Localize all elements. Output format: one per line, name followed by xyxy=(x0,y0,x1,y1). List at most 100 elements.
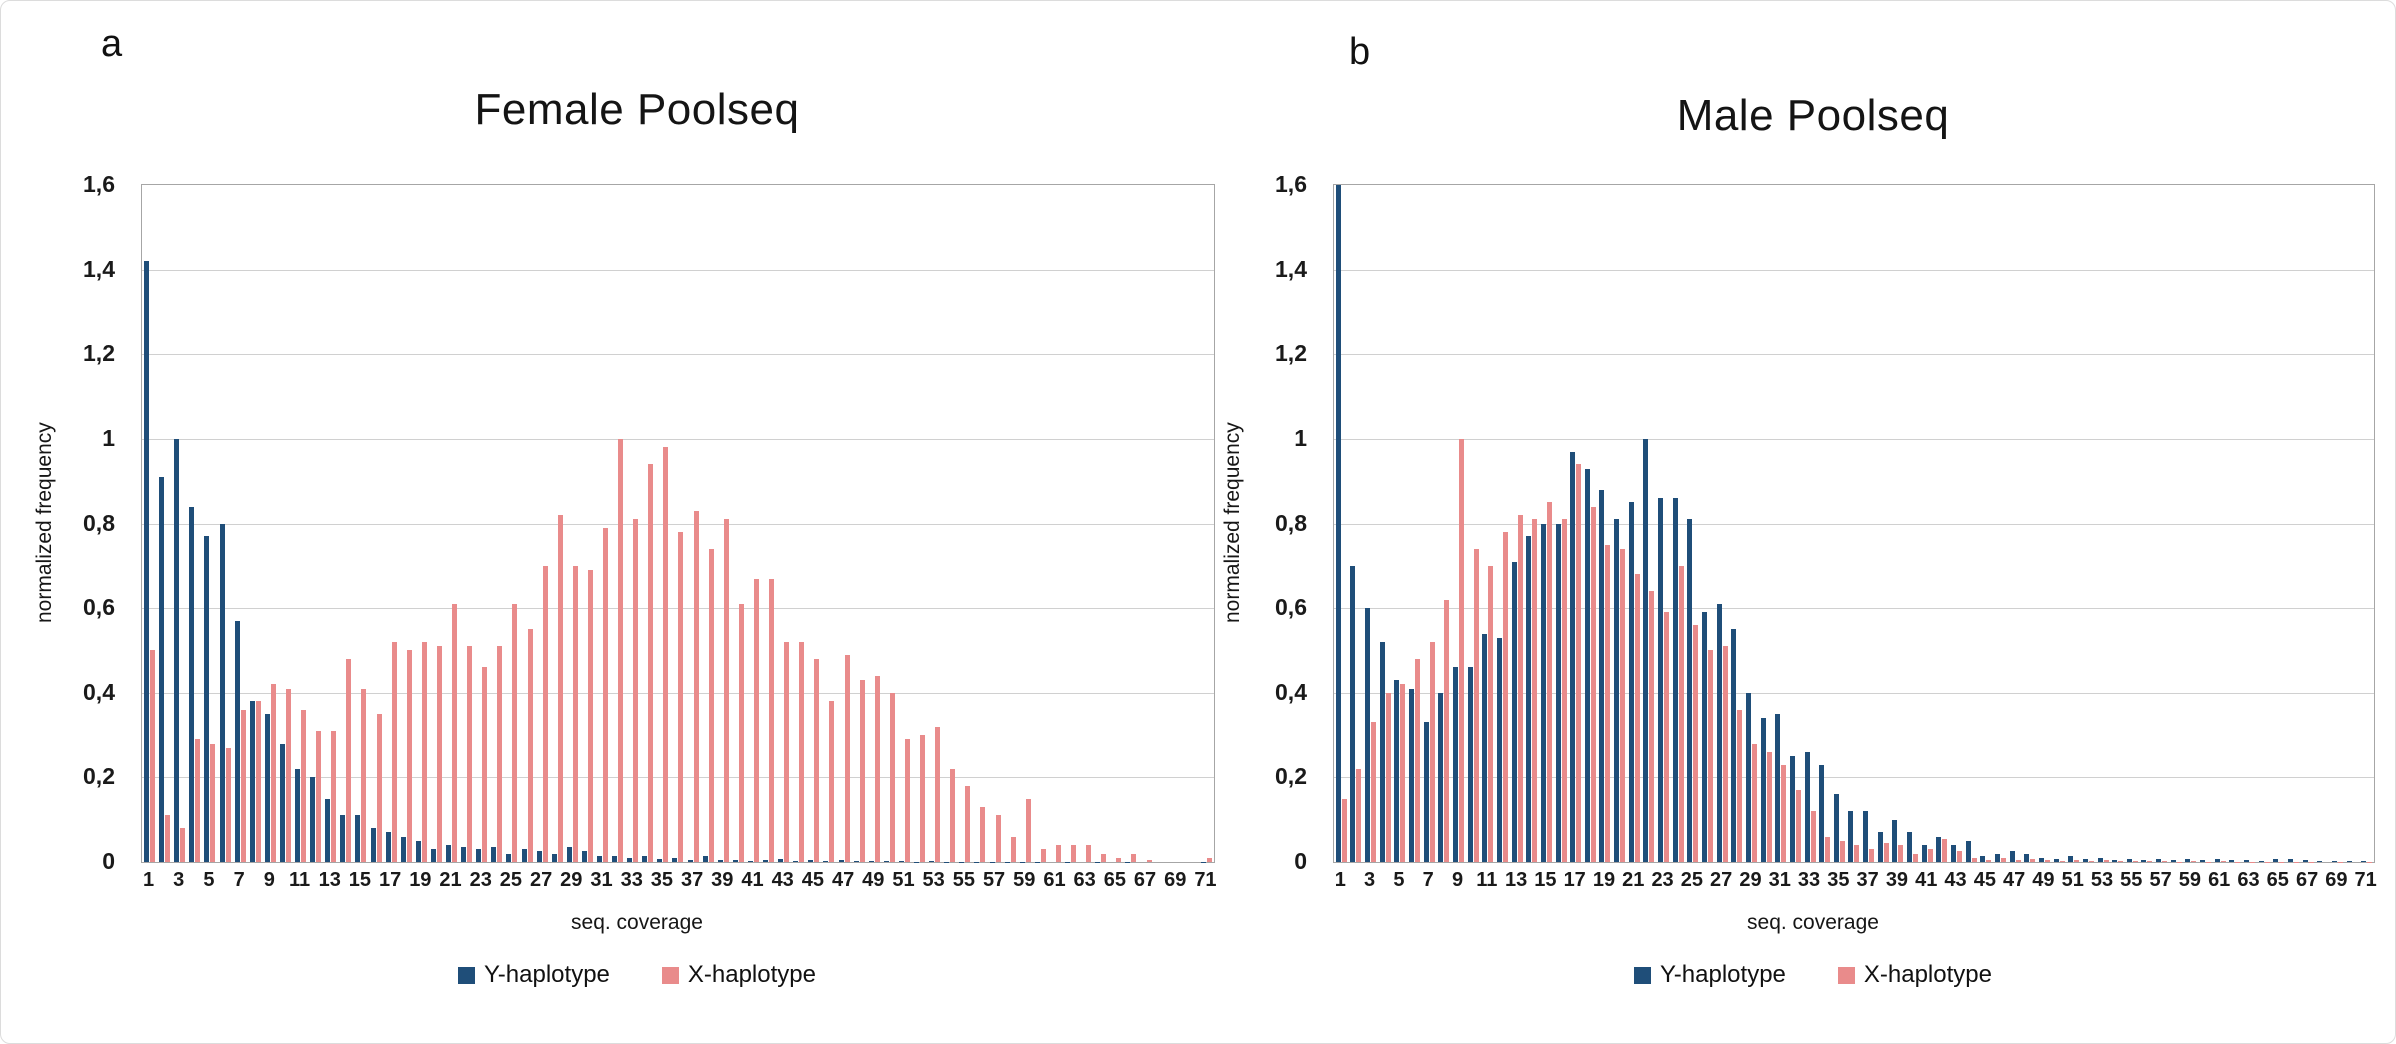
bar-y-haplotype-cov21 xyxy=(446,845,452,862)
bar-x-haplotype-cov18 xyxy=(1590,506,1596,862)
bar-group-2 xyxy=(157,185,172,862)
bar-group-43 xyxy=(1949,185,1964,862)
bar-group-40 xyxy=(1905,185,1920,862)
bar-y-haplotype-cov42 xyxy=(763,859,769,862)
bar-group-24 xyxy=(1671,185,1686,862)
bar-y-haplotype-cov33 xyxy=(627,857,633,862)
x-tick-label: 37 xyxy=(1856,869,1879,891)
bar-group-64 xyxy=(1093,185,1108,862)
x-tick-label: 61 xyxy=(1043,869,1066,891)
x-tick-label: 13 xyxy=(318,869,341,891)
x-tick-label: 11 xyxy=(1476,869,1498,891)
bar-group-47 xyxy=(2008,185,2023,862)
bar-y-haplotype-cov59 xyxy=(2185,859,2191,862)
bar-y-haplotype-cov21 xyxy=(1628,502,1634,862)
bar-y-haplotype-cov18 xyxy=(1584,468,1590,862)
bar-x-haplotype-cov3 xyxy=(1371,722,1377,862)
bar-group-46 xyxy=(821,185,836,862)
x-tick-label: 45 xyxy=(1973,869,1996,891)
bar-x-haplotype-cov3 xyxy=(180,828,186,862)
bar-y-haplotype-cov7 xyxy=(1423,722,1429,862)
bar-group-49 xyxy=(2037,185,2052,862)
bar-x-haplotype-cov19 xyxy=(1605,544,1611,862)
y-tick-label: 0,6 xyxy=(1275,594,1307,621)
x-tick-label: 51 xyxy=(2061,869,2084,891)
bar-group-55 xyxy=(957,185,972,862)
bar-y-haplotype-cov42 xyxy=(1936,836,1942,862)
gridline xyxy=(142,523,1214,525)
y-tick-label: 0,2 xyxy=(1275,763,1307,790)
legend: Y-haplotype X-haplotype xyxy=(61,961,1213,989)
bar-x-haplotype-cov33 xyxy=(633,519,639,862)
bar-series xyxy=(142,185,1214,862)
bar-x-haplotype-cov62 xyxy=(1071,845,1077,862)
bar-x-haplotype-cov23 xyxy=(1664,612,1670,862)
bar-x-haplotype-cov5 xyxy=(210,743,216,862)
x-axis-title: seq. coverage xyxy=(1747,911,1879,934)
bar-group-67 xyxy=(2301,185,2316,862)
x-tick-label: 7 xyxy=(233,869,245,891)
bar-group-5 xyxy=(1393,185,1408,862)
bar-group-61 xyxy=(1048,185,1063,862)
x-tick-label: 15 xyxy=(348,869,372,891)
bar-group-41 xyxy=(746,185,761,862)
x-tick-label: 7 xyxy=(1422,869,1434,891)
bar-x-haplotype-cov43 xyxy=(1957,851,1963,862)
bar-x-haplotype-cov12 xyxy=(1502,531,1508,862)
bar-x-haplotype-cov32 xyxy=(618,438,624,862)
y-tick-label: 1 xyxy=(1294,424,1307,451)
bar-x-haplotype-cov4 xyxy=(1385,692,1391,862)
bar-x-haplotype-cov1 xyxy=(1341,798,1347,862)
gridline xyxy=(142,269,1214,271)
legend-label-x-haplotype: X-haplotype xyxy=(687,961,816,988)
bar-x-haplotype-cov7 xyxy=(1429,641,1435,862)
bar-y-haplotype-cov10 xyxy=(279,743,285,862)
x-tick-label: 11 xyxy=(288,869,311,891)
bar-group-62 xyxy=(1063,185,1078,862)
x-tick-label: 25 xyxy=(1680,869,1703,891)
x-tick-label: 41 xyxy=(741,869,764,891)
bar-y-haplotype-cov30 xyxy=(581,851,587,862)
x-tick-label: 53 xyxy=(2090,869,2114,891)
x-tick-label: 33 xyxy=(1797,869,1821,891)
bar-x-haplotype-cov67 xyxy=(1146,859,1152,862)
bar-group-64 xyxy=(2257,185,2272,862)
bar-y-haplotype-cov49 xyxy=(868,861,874,862)
bar-group-51 xyxy=(897,185,912,862)
bar-x-haplotype-cov21 xyxy=(452,603,458,862)
bar-y-haplotype-cov3 xyxy=(1365,608,1371,862)
bar-group-19 xyxy=(414,185,429,862)
bar-group-59 xyxy=(2184,185,2199,862)
bar-group-16 xyxy=(368,185,383,862)
y-tick-label: 1 xyxy=(102,424,115,451)
bar-x-haplotype-cov61 xyxy=(1055,845,1061,862)
bar-x-haplotype-cov34 xyxy=(1825,836,1831,862)
bar-series xyxy=(1334,185,2374,862)
bar-y-haplotype-cov55 xyxy=(2126,858,2132,862)
bar-x-haplotype-cov6 xyxy=(225,747,231,862)
bar-y-haplotype-cov14 xyxy=(1526,536,1532,862)
bar-y-haplotype-cov50 xyxy=(2053,858,2059,862)
y-tick-label: 1,6 xyxy=(83,171,115,197)
bar-x-haplotype-cov61 xyxy=(2220,861,2226,862)
bar-y-haplotype-cov37 xyxy=(1863,811,1869,862)
bar-y-haplotype-cov13 xyxy=(1511,561,1517,862)
bar-group-27 xyxy=(1715,185,1730,862)
y-tick-label: 0 xyxy=(102,848,115,874)
bar-group-2 xyxy=(1349,185,1364,862)
bar-group-37 xyxy=(686,185,701,862)
bar-x-haplotype-cov2 xyxy=(1356,768,1362,862)
bar-group-41 xyxy=(1920,185,1935,862)
x-tick-label: 9 xyxy=(263,869,275,891)
bar-y-haplotype-cov16 xyxy=(370,828,376,862)
bar-y-haplotype-cov1 xyxy=(144,261,150,862)
panel-label-b: b xyxy=(1349,31,1371,73)
bar-group-15 xyxy=(353,185,368,862)
x-tick-label: 47 xyxy=(831,869,855,891)
bar-x-haplotype-cov51 xyxy=(904,739,910,862)
bar-x-haplotype-cov21 xyxy=(1634,574,1640,862)
bar-y-haplotype-cov43 xyxy=(778,858,784,862)
bar-x-haplotype-cov2 xyxy=(165,815,171,862)
bar-group-51 xyxy=(2066,185,2081,862)
